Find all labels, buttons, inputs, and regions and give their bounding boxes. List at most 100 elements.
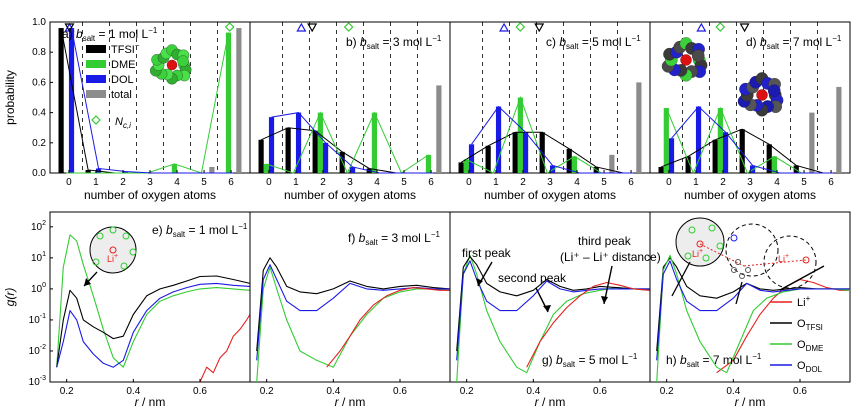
legend-label: ODME — [797, 339, 823, 353]
rdf-line-o_dme — [256, 266, 451, 383]
plot-frame — [49, 211, 251, 383]
salt-value: = 7 mol L — [699, 353, 752, 367]
bar-total-5 — [609, 154, 615, 173]
y-tick-label: 101 — [31, 251, 46, 264]
salt-symbol: b — [166, 223, 173, 237]
salt-label: c) bsalt = 5 mol L−1 — [546, 34, 641, 51]
salt-label: b) bsalt = 3 mol L−1 — [346, 34, 442, 51]
atom — [177, 55, 189, 67]
x-tick-label: 0.6 — [393, 386, 407, 397]
bar-dol-0 — [68, 28, 75, 174]
rdf-line-o_tfsi — [256, 257, 451, 352]
bar-tfsi-1 — [485, 145, 491, 173]
x-axis-label: number of oxygen atoms — [684, 188, 816, 202]
bar-dme-4 — [371, 112, 378, 173]
legend-swatch-dol — [86, 75, 106, 83]
salt-unit-exponent: −1 — [752, 352, 762, 361]
x-tick-label: 1 — [93, 177, 99, 188]
mean-marker-dme — [715, 22, 726, 32]
inset-arrow — [671, 261, 691, 297]
oxygen-site — [702, 254, 710, 262]
annotation-li-li-distance: (Li⁺ – Li⁺ distance) — [560, 250, 661, 264]
legend-superscript: − — [135, 41, 140, 50]
annotations-g: first peak second peak third peak (Li⁺ – Li… — [462, 234, 661, 313]
x-tick-label: 1 — [693, 177, 699, 188]
oxygen-site — [96, 232, 104, 240]
legend-label-dol: DOL — [111, 74, 134, 86]
rdf-line-o_dme — [56, 234, 251, 368]
y-tick-label: 0.8 — [32, 47, 46, 58]
bar-dme-0 — [663, 108, 669, 173]
y-axis-symbol: g(r) — [3, 288, 17, 307]
bar-tfsi-2 — [712, 139, 718, 173]
inset-arrow — [779, 265, 825, 291]
y-tick-label: 100 — [31, 282, 46, 295]
salt-symbol: b — [360, 35, 367, 49]
arrowhead — [601, 296, 608, 304]
rdf-line-o_dol — [456, 260, 650, 361]
li-label: Li+ — [692, 248, 703, 259]
mean-marker-dol — [696, 22, 707, 32]
li-site — [109, 246, 117, 254]
molecule-cluster-a — [149, 44, 192, 85]
x-tick-label: 3 — [547, 177, 553, 188]
li-label: Li+ — [107, 253, 118, 264]
x-tick-label: 0 — [466, 177, 472, 188]
atom — [767, 84, 781, 98]
oxygen-site — [129, 248, 137, 256]
panel-letter: d) — [746, 35, 760, 49]
x-axis-unit: / nm — [539, 395, 566, 407]
x-tick-label: 0.6 — [593, 386, 607, 397]
panel-letter: b) — [346, 35, 360, 49]
y-tick-exponent: -1 — [40, 313, 46, 320]
y-axis-a: 0.0 0.2 0.4 0.6 0.8 1.0 probability — [3, 17, 53, 179]
bar-tfsi-1 — [85, 169, 91, 173]
plot-frame — [49, 21, 251, 174]
x-tick-label: 0.6 — [193, 386, 207, 397]
rdf-panel-f: 0.2 0.4 0.6 r / nm f) bsalt = 3 mol L−1 — [249, 211, 451, 407]
y-tick-base: 10 — [31, 222, 43, 233]
annotation-third-peak: third peak — [578, 234, 632, 248]
salt-subscript: salt — [687, 360, 700, 369]
bar-dol-2 — [522, 132, 529, 173]
x-tick-label: 1 — [293, 177, 299, 188]
distribution-line-tfsi — [460, 131, 624, 174]
salt-value: = 7 mol L — [779, 35, 832, 49]
salt-value: = 3 mol L — [378, 231, 431, 245]
panel-letter: g) — [542, 353, 556, 367]
salt-unit-exponent: −1 — [431, 230, 441, 239]
x-axis-label: r / nm — [335, 395, 366, 407]
x-tick-label: 0 — [666, 177, 672, 188]
legend-label-total: total — [111, 89, 132, 101]
x-tick-label: 0.6 — [793, 386, 807, 397]
y-tick-base: 10 — [31, 284, 43, 295]
solvation-shell-right — [725, 223, 779, 277]
y-tick-label: 0.4 — [32, 108, 46, 119]
x-tick-label: 0 — [266, 177, 272, 188]
bar-dme-6 — [425, 154, 432, 173]
bar-tfsi-4 — [766, 144, 772, 173]
x-axis-unit: / nm — [339, 395, 366, 407]
bar-tfsi-2 — [512, 132, 518, 173]
salt-value: = 5 mol L — [575, 353, 628, 367]
x-tick-label: 0 — [66, 177, 72, 188]
x-tick-label: 3 — [347, 177, 353, 188]
bar-dme-2 — [517, 97, 523, 173]
x-axis-unit: / nm — [139, 395, 166, 407]
y-tick-base: 10 — [29, 315, 41, 326]
rdf-line-li-plus — [526, 281, 651, 368]
legend-subscript: TFSI — [806, 323, 823, 332]
salt-label: g) bsalt = 5 mol L−1 — [542, 352, 638, 369]
x-axis-label: number of oxygen atoms — [284, 188, 416, 202]
rdf-line-o_tfsi — [56, 275, 251, 368]
salt-value: = 3 mol L — [379, 35, 432, 49]
panel-letter: f) — [348, 231, 359, 245]
schematic-inset-e: Li+ — [83, 226, 137, 287]
panel-letter: e) — [152, 223, 166, 237]
bar-tfsi-0 — [458, 162, 464, 173]
solvation-shell-left — [675, 217, 725, 267]
salt-unit-exponent: −1 — [628, 352, 638, 361]
y-axis-label: probability — [3, 70, 17, 125]
